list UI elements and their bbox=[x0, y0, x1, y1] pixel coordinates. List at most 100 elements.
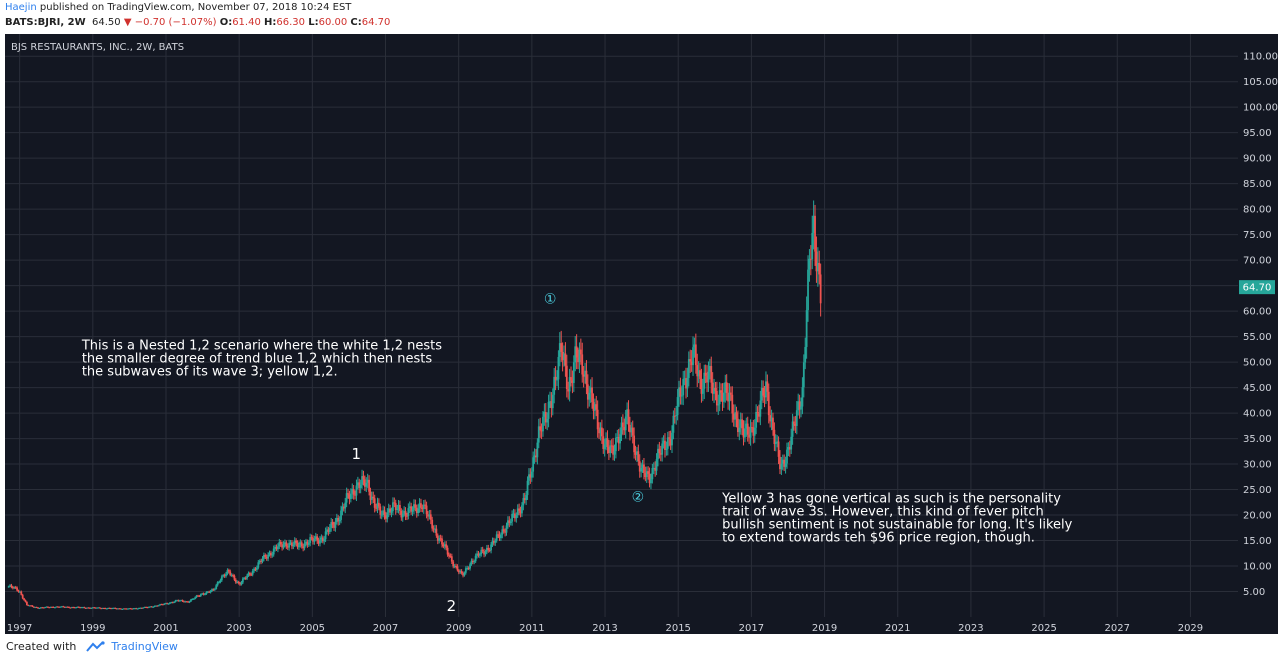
published-text: published on TradingView.com, November 0… bbox=[39, 2, 352, 13]
candle-body bbox=[760, 387, 763, 401]
candle-body bbox=[708, 366, 711, 372]
candle-body bbox=[439, 538, 442, 540]
price-change: −0.70 (−1.07%) bbox=[134, 17, 217, 28]
candle-body bbox=[317, 540, 320, 544]
candle-body bbox=[600, 427, 603, 437]
candle-body bbox=[335, 517, 338, 523]
candle-body bbox=[724, 382, 727, 393]
high-value: 66.30 bbox=[276, 17, 306, 28]
candle-body bbox=[244, 577, 247, 579]
candle-body bbox=[544, 412, 547, 423]
tradingview-logo-icon bbox=[86, 641, 105, 652]
y-tick-label: 85.00 bbox=[1243, 179, 1272, 190]
candle-body bbox=[634, 452, 637, 455]
candle-body bbox=[167, 603, 170, 605]
candle-body bbox=[393, 502, 396, 504]
candle-body bbox=[525, 495, 528, 501]
candle-body bbox=[171, 602, 174, 604]
candle-body bbox=[59, 606, 62, 608]
candle-body bbox=[220, 576, 223, 581]
candle-body bbox=[647, 471, 650, 474]
wave-label: ② bbox=[632, 489, 645, 505]
candle-body bbox=[305, 541, 307, 544]
candles bbox=[7, 200, 822, 610]
candle-body bbox=[497, 534, 499, 536]
candle-body bbox=[572, 362, 575, 383]
candle-body bbox=[620, 422, 623, 435]
candle-body bbox=[404, 510, 407, 516]
candle-body bbox=[342, 506, 345, 509]
candle-body bbox=[783, 459, 786, 467]
ohlc-values: O:61.40 H:66.30 L:60.00 C:64.70 bbox=[219, 17, 391, 28]
candle-body bbox=[354, 494, 356, 496]
candle-body bbox=[265, 556, 268, 559]
candle-body bbox=[257, 562, 260, 568]
candle-body bbox=[411, 509, 414, 512]
candle-body bbox=[49, 606, 52, 608]
candle-body bbox=[501, 529, 504, 535]
candle-body bbox=[414, 504, 417, 508]
candle-body bbox=[299, 542, 302, 545]
candle-body bbox=[765, 381, 767, 398]
candle-body bbox=[126, 608, 129, 610]
candle-body bbox=[547, 401, 550, 419]
candle-body bbox=[104, 608, 107, 610]
candle-body bbox=[42, 607, 45, 609]
candle-body bbox=[818, 262, 821, 275]
candle-body bbox=[54, 607, 56, 609]
candle-body bbox=[645, 471, 648, 478]
candle-body bbox=[591, 387, 593, 403]
price-chart[interactable]: 5.00 10.00 15.00 20.00 25.00 30.00 35.00 40.00 4… bbox=[0, 34, 1280, 638]
candle-body bbox=[428, 514, 431, 517]
candle-body bbox=[215, 585, 218, 589]
candle-body bbox=[613, 451, 616, 455]
candle-body bbox=[808, 258, 811, 270]
candle-body bbox=[38, 608, 41, 610]
candle-body bbox=[321, 537, 324, 542]
candle-body bbox=[218, 582, 220, 584]
candle-body bbox=[124, 608, 126, 610]
candle-body bbox=[236, 581, 239, 583]
candle-body bbox=[338, 519, 341, 522]
candle-body bbox=[784, 463, 787, 467]
x-tick-label: 2019 bbox=[812, 623, 837, 634]
candle-body bbox=[370, 496, 373, 500]
annotation-line: the subwaves of its wave 3; yellow 1,2. bbox=[82, 364, 338, 379]
plot-area bbox=[5, 34, 1238, 617]
candle-body bbox=[58, 606, 61, 608]
candle-body bbox=[107, 607, 110, 609]
candle-body bbox=[223, 575, 226, 577]
candle-body bbox=[237, 581, 240, 584]
candle-body bbox=[685, 378, 687, 389]
author-link[interactable]: Haejin bbox=[5, 2, 37, 13]
candle-body bbox=[25, 601, 28, 606]
candle-body bbox=[471, 560, 474, 562]
x-tick-label: 2009 bbox=[446, 623, 471, 634]
candle-body bbox=[197, 595, 199, 597]
candle-body bbox=[638, 461, 641, 472]
x-tick-label: 2027 bbox=[1105, 623, 1130, 634]
candle-body bbox=[377, 502, 380, 507]
candle-body bbox=[593, 404, 596, 411]
candle-body bbox=[746, 423, 749, 435]
candle-body bbox=[358, 482, 361, 488]
candle-body bbox=[560, 343, 563, 352]
candle-body bbox=[592, 402, 595, 411]
candle-body bbox=[441, 538, 443, 545]
candle-body bbox=[701, 388, 704, 394]
tradingview-brand[interactable]: TradingView bbox=[111, 640, 178, 653]
candle-body bbox=[89, 607, 91, 609]
candle-body bbox=[763, 395, 766, 398]
candle-body bbox=[512, 513, 515, 515]
candle-body bbox=[97, 607, 100, 609]
candle-body bbox=[142, 607, 145, 609]
candle-body bbox=[467, 567, 470, 569]
y-tick-label: 80.00 bbox=[1243, 205, 1272, 216]
candle-body bbox=[48, 607, 51, 609]
candle-body bbox=[452, 561, 455, 567]
candle-body bbox=[284, 542, 286, 545]
candle-body bbox=[432, 528, 435, 530]
candle-body bbox=[65, 606, 68, 608]
price-axis bbox=[1238, 34, 1278, 617]
candle-body bbox=[147, 606, 150, 608]
